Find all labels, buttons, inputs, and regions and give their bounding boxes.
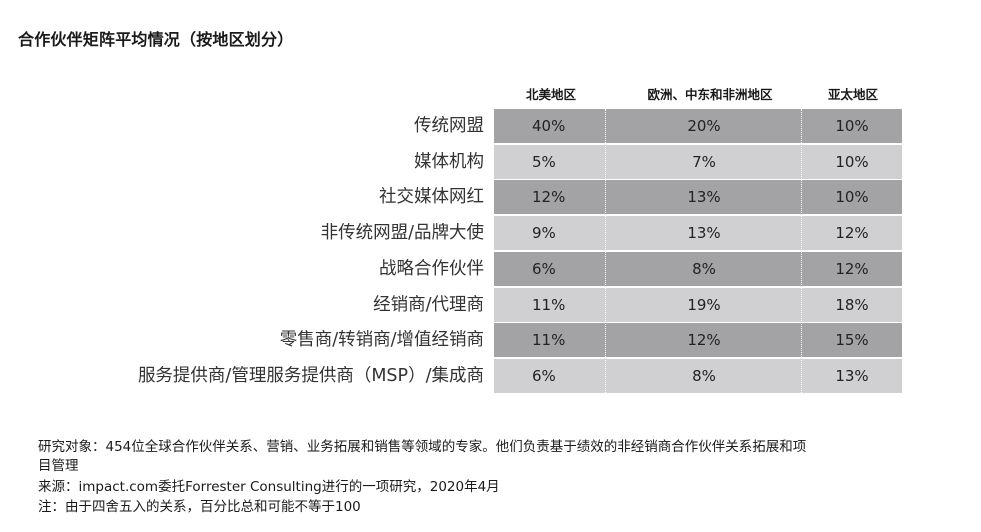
table-cell: 12% bbox=[802, 251, 902, 286]
column-header-0: 北美地区 bbox=[525, 87, 576, 102]
note-rounding: 注：由于四舍五入的关系，百分比总和可能不等于100 bbox=[38, 499, 361, 515]
table-cell: 19% bbox=[606, 287, 802, 322]
row-label: 零售商/转销商/增值经销商 bbox=[279, 330, 484, 351]
table-cell: 10% bbox=[802, 180, 902, 215]
table-cell: 10% bbox=[802, 109, 902, 143]
table-cell: 12% bbox=[802, 216, 902, 251]
table-cell: 15% bbox=[802, 323, 902, 358]
row-label: 非传统网盟/品牌大使 bbox=[320, 223, 484, 244]
row-label: 服务提供商/管理服务提供商（MSP）/集成商 bbox=[137, 365, 484, 386]
table-cell: 6% bbox=[494, 358, 606, 393]
column-header-2: 亚太地区 bbox=[827, 87, 878, 102]
table-cell: 20% bbox=[606, 109, 802, 143]
column-header-1: 欧洲、中东和非洲地区 bbox=[647, 87, 773, 102]
row-label: 传统网盟 bbox=[414, 116, 484, 136]
table-cell: 5% bbox=[494, 144, 606, 179]
table-cell: 12% bbox=[494, 180, 606, 215]
table-cell: 18% bbox=[802, 287, 902, 322]
table-cell: 13% bbox=[802, 358, 902, 393]
row-label: 战略合作伙伴 bbox=[379, 258, 484, 279]
table-cell: 40% bbox=[494, 109, 606, 143]
column-separator bbox=[801, 109, 802, 393]
chart-title: 合作伙伴矩阵平均情况（按地区划分） bbox=[18, 30, 294, 49]
table-cell: 13% bbox=[606, 216, 802, 251]
note-study-subject: 研究对象：454位全球合作伙伴关系、营销、业务拓展和销售等领域的专家。他们负责基… bbox=[38, 438, 958, 476]
row-label: 经销商/代理商 bbox=[373, 294, 484, 315]
note-source: 来源：impact.com委托Forrester Consulting进行的一项… bbox=[38, 479, 500, 495]
table-cell: 8% bbox=[606, 251, 802, 286]
table-cell: 11% bbox=[494, 323, 606, 358]
table-cell: 9% bbox=[494, 216, 606, 251]
table-cell: 8% bbox=[606, 358, 802, 393]
table-cell: 6% bbox=[494, 251, 606, 286]
table-cell: 13% bbox=[606, 180, 802, 215]
column-separator bbox=[605, 109, 606, 393]
note-line-2: 目管理 bbox=[38, 458, 79, 474]
table-cell: 12% bbox=[606, 323, 802, 358]
table-cell: 10% bbox=[802, 144, 902, 179]
note-line-1: 研究对象：454位全球合作伙伴关系、营销、业务拓展和销售等领域的专家。他们负责基… bbox=[38, 439, 807, 455]
table-cell: 11% bbox=[494, 287, 606, 322]
row-label: 社交媒体网红 bbox=[379, 187, 484, 208]
table-cell: 7% bbox=[606, 144, 802, 179]
row-label: 媒体机构 bbox=[414, 151, 484, 172]
